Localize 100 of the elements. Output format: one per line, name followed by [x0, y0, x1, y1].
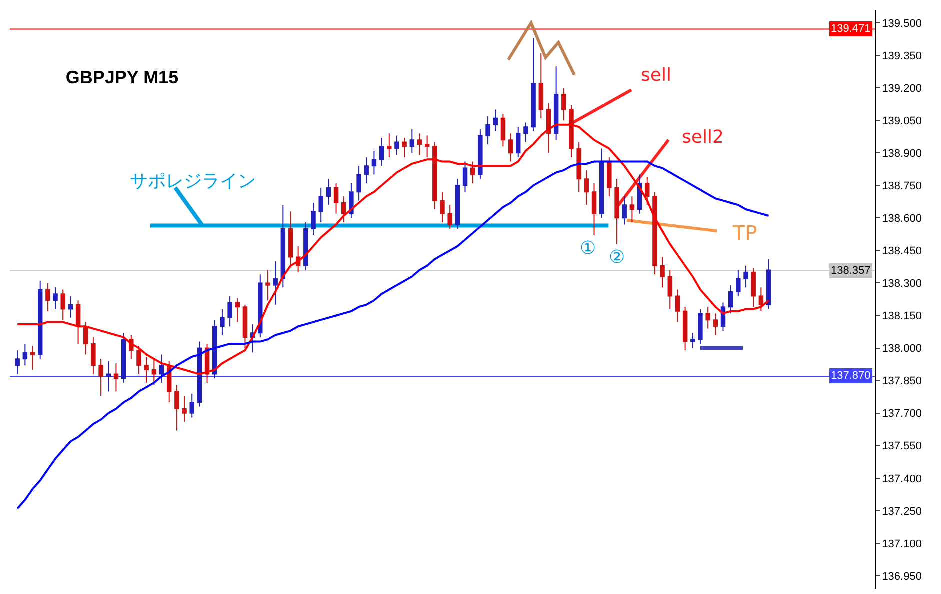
candlestick — [159, 354, 164, 384]
candlestick — [387, 133, 392, 158]
annotation: ② — [609, 247, 626, 268]
candlestick — [372, 150, 377, 176]
candlestick — [470, 161, 476, 184]
candlestick — [432, 142, 438, 210]
y-tick-label: 137.850 — [882, 376, 922, 388]
candlestick — [379, 137, 384, 167]
annotation: sell — [641, 65, 672, 86]
candlestick — [440, 192, 445, 224]
candlestick — [106, 360, 111, 392]
candlestick — [304, 222, 308, 271]
candlestick — [84, 322, 88, 356]
candlestick — [592, 182, 597, 236]
y-tick-label: 137.400 — [882, 473, 922, 486]
candlestick — [706, 306, 710, 330]
y-tick-label: 136.950 — [882, 570, 922, 583]
candlestick — [15, 350, 20, 375]
line-series — [16, 160, 770, 510]
candlestick — [98, 358, 104, 396]
candlestick — [68, 296, 74, 318]
candlestick — [576, 142, 582, 193]
candlestick — [698, 308, 703, 344]
candlestick — [524, 122, 528, 143]
candlestick — [342, 196, 346, 224]
candlestick — [462, 161, 468, 193]
annotation: TP — [732, 221, 758, 245]
candlestick — [652, 192, 658, 276]
y-tick-label: 139.500 — [882, 18, 922, 30]
y-tick-label: 138.600 — [882, 213, 922, 226]
candlestick — [713, 313, 718, 336]
y-tick-label: 139.200 — [882, 82, 922, 95]
candlestick — [402, 137, 407, 158]
candlestick — [546, 102, 552, 154]
candlestick — [182, 396, 187, 423]
candlestick — [22, 343, 28, 366]
candlestick — [599, 148, 604, 219]
candlestick — [751, 268, 756, 308]
candlestick — [766, 258, 772, 310]
candlestick — [758, 287, 764, 312]
candlestick — [584, 170, 590, 206]
candlestick — [235, 298, 240, 323]
candlestick — [728, 284, 734, 314]
candlestick — [53, 287, 58, 310]
candlestick — [736, 270, 741, 297]
candlestick — [424, 135, 430, 158]
text: GBPJPY M15 — [66, 68, 179, 88]
candlestick — [326, 178, 332, 206]
candlestick — [455, 178, 460, 230]
candlestick — [288, 211, 294, 266]
candlestick — [30, 346, 36, 370]
y-tick-label: 139.050 — [882, 115, 922, 128]
candlestick — [273, 261, 278, 306]
candlestick — [228, 296, 232, 328]
candlestick — [675, 289, 680, 323]
candlestick — [76, 300, 81, 344]
line-series — [16, 124, 770, 376]
candlestick — [690, 332, 696, 349]
y-tick-label: 137.550 — [882, 440, 922, 453]
y-tick-label: 137.250 — [882, 506, 922, 518]
candlestick — [60, 289, 66, 321]
candlestick — [266, 270, 270, 302]
candlestick — [318, 187, 324, 224]
y-tick-label: 137.100 — [882, 538, 922, 550]
candlestick — [554, 66, 559, 141]
candlestick — [645, 176, 650, 206]
candlestick — [538, 52, 544, 119]
candlestick — [258, 274, 263, 338]
candlestick — [144, 356, 149, 384]
annotation: ① — [580, 238, 596, 259]
candlestick — [280, 204, 286, 288]
candlestick — [508, 133, 514, 162]
ref-line-label: 137.870 — [831, 370, 871, 382]
y-tick-label: 138.750 — [882, 180, 922, 192]
candlestick — [569, 104, 574, 158]
y-tick-label: 137.700 — [882, 408, 922, 420]
candlestick — [152, 358, 157, 386]
y-tick-label: 138.300 — [882, 278, 922, 290]
candlestick — [114, 362, 119, 392]
candlestick — [516, 126, 521, 158]
candlestick — [121, 332, 126, 384]
ref-line-label: 139.471 — [831, 23, 871, 35]
y-tick-label: 138.900 — [882, 148, 922, 160]
candlestick — [478, 128, 483, 180]
y-tick-label: 138.000 — [882, 343, 922, 356]
candlestick — [220, 308, 225, 336]
annotation: サポレジライン — [130, 171, 256, 192]
candlestick — [630, 196, 635, 224]
candlestick — [493, 109, 498, 132]
candlestick — [622, 196, 627, 226]
candlestick — [394, 135, 400, 156]
candlestick — [744, 265, 748, 288]
candlestick — [562, 88, 566, 122]
candlestick — [486, 116, 490, 145]
candlestick — [531, 38, 536, 132]
candlestick — [190, 393, 194, 418]
y-tick-label: 139.350 — [882, 50, 922, 62]
candlestick — [607, 156, 612, 197]
candlestick — [500, 114, 506, 148]
candlestick — [614, 178, 620, 245]
